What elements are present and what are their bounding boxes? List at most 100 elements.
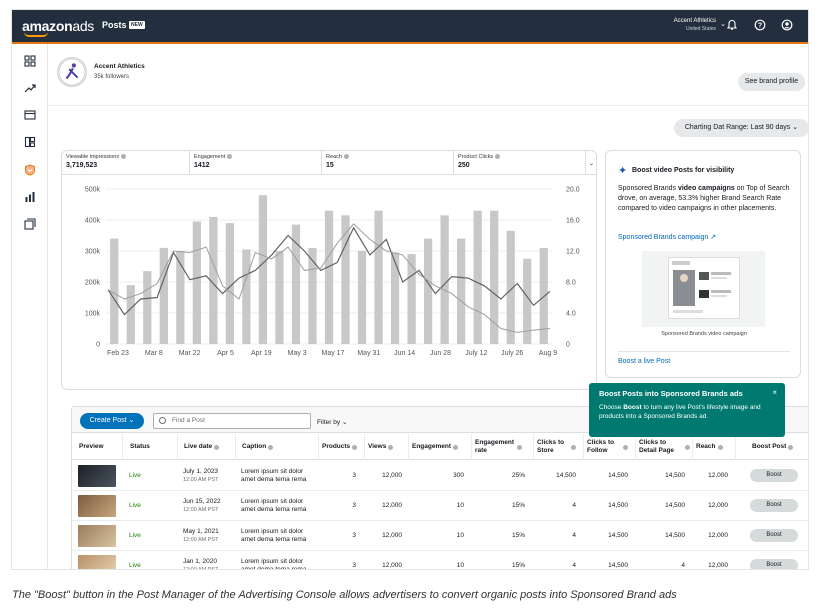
info-icon: [571, 444, 576, 450]
campaign-icon[interactable]: [24, 109, 36, 121]
header-status[interactable]: Status: [122, 434, 177, 460]
close-icon[interactable]: ×: [772, 388, 777, 397]
info-icon: [453, 444, 459, 450]
cell-live-date: July 1, 2023 12:00 AM PST: [177, 461, 235, 491]
cell-products: 3: [352, 562, 356, 569]
y-tick-left: 500k: [85, 187, 101, 194]
create-post-button[interactable]: Create Post ⌄: [80, 413, 144, 429]
header-engagement-rate[interactable]: Engagement rate: [471, 434, 533, 460]
bar-chart-icon[interactable]: [24, 191, 36, 203]
bar: [473, 210, 482, 344]
popover-body-prefix: Choose: [599, 404, 624, 411]
metrics-expand[interactable]: ⌄: [586, 151, 596, 175]
series-line: [107, 223, 551, 333]
cell-status: Live: [129, 472, 141, 479]
header-clicks-detail[interactable]: Clicks to Detail Page: [635, 434, 692, 460]
cell-caption: Lorem ipsum sit dolor amet dema tema rema: [235, 551, 318, 569]
cell-status: Live: [129, 562, 141, 569]
bar: [159, 247, 168, 344]
caption-line: amet dema tema rema: [241, 476, 307, 483]
metric-impressions[interactable]: Viewable impressions 3,719,523: [62, 151, 190, 175]
bar: [143, 271, 152, 344]
header-label: Engagement: [412, 443, 452, 450]
cell-follow: 14,500: [608, 532, 628, 539]
x-tick-label: May 31: [357, 350, 380, 357]
cell-reach: 12,000: [708, 562, 728, 569]
card-divider: [618, 351, 790, 352]
header-boost-post[interactable]: Boost Post: [735, 434, 808, 460]
caption-line: amet dema tema rema: [241, 536, 307, 543]
brand-followers: 35k followers: [94, 74, 130, 80]
bar: [258, 195, 268, 344]
bar: [490, 210, 499, 344]
shield-icon[interactable]: [24, 164, 36, 176]
boost-button[interactable]: Boost: [750, 499, 798, 512]
y-tick-left: 300k: [85, 249, 101, 256]
header-clicks-store[interactable]: Clicks to Store: [533, 434, 583, 460]
header-clicks-follow[interactable]: Clicks to Follow: [583, 434, 635, 460]
header-engagement[interactable]: Engagement: [408, 434, 471, 460]
sponsored-brands-campaign-link[interactable]: Sponsored Brands campaign ↗: [618, 233, 716, 241]
live-date-stack: July 1, 2023 12:00 AM PST: [183, 468, 218, 484]
dashboard-icon[interactable]: [24, 55, 36, 67]
boost-card-title: Boost video Posts for visibility: [632, 167, 735, 174]
account-switcher[interactable]: Accent Athletics United States: [674, 17, 716, 33]
boost-live-post-link[interactable]: Boost a live Post: [618, 358, 671, 365]
chevron-down-icon[interactable]: ⌄: [720, 21, 726, 28]
cell-views: 12,000: [382, 472, 402, 479]
x-tick-label: Aug 9: [539, 350, 557, 357]
cell-caption: Lorem ipsum sit dolor amet dema tema rema: [235, 521, 318, 551]
info-icon: [343, 154, 349, 160]
trending-icon[interactable]: [24, 82, 36, 94]
y-tick-right: 4.0: [566, 311, 576, 318]
boost-button[interactable]: Boost: [750, 469, 798, 482]
posts-icon[interactable]: [24, 218, 36, 230]
cell-products: 3: [352, 472, 356, 479]
live-date: Jan 1, 2020: [183, 558, 217, 565]
date-range-dropdown[interactable]: Charting Dat Range: Last 90 days ⌄: [674, 119, 808, 137]
filter-by-dropdown[interactable]: Filter by ⌄: [317, 418, 347, 426]
figure-caption: The "Boost" button in the Post Manager o…: [12, 589, 677, 601]
user-icon[interactable]: [781, 19, 793, 31]
post-thumbnail[interactable]: [78, 555, 116, 569]
post-thumbnail[interactable]: [78, 495, 116, 517]
live-date-stack: May 1, 2021 12:00 AM PST: [183, 528, 219, 544]
boost-button[interactable]: Boost: [750, 559, 798, 569]
cell-reach: 12,000: [708, 532, 728, 539]
cell-store: 4: [572, 502, 576, 509]
post-thumbnail[interactable]: [78, 525, 116, 547]
table-row: Live Jan 1, 2020 12:00 AM PST Lorem ipsum s…: [72, 551, 808, 569]
header-reach[interactable]: Reach: [692, 434, 735, 460]
header-caption[interactable]: Caption: [235, 434, 318, 460]
amazon-ads-logo[interactable]: amazonads: [22, 18, 94, 34]
bar: [275, 251, 284, 344]
library-icon[interactable]: [24, 136, 36, 148]
metric-engagement[interactable]: Engagement 1412: [190, 151, 322, 175]
account-region: United States: [685, 26, 716, 32]
brand-avatar[interactable]: [57, 57, 87, 87]
bar: [506, 230, 515, 344]
post-thumbnail[interactable]: [78, 465, 116, 487]
metric-product-clicks[interactable]: Product Clicks 250: [454, 151, 586, 175]
find-post-input[interactable]: Find a Post: [153, 413, 311, 429]
metric-reach[interactable]: Reach 15: [322, 151, 454, 175]
metric-label: Product Clicks: [458, 154, 494, 160]
bar: [423, 238, 433, 344]
header-label: Caption: [242, 443, 267, 450]
see-brand-profile-button[interactable]: See brand profile: [738, 73, 805, 91]
bell-icon[interactable]: [726, 19, 738, 31]
cell-views: 12,000: [382, 532, 402, 539]
header-views[interactable]: Views: [364, 434, 408, 460]
help-icon[interactable]: ?: [754, 19, 766, 31]
boost-button[interactable]: Boost: [750, 529, 798, 542]
y-tick-right: 8.0: [566, 280, 576, 287]
info-icon: [623, 444, 628, 450]
y-tick-right: 12.0: [566, 249, 580, 256]
search-icon: [159, 417, 166, 424]
cell-engagement: 10: [456, 562, 464, 569]
metric-value: 1412: [194, 162, 210, 169]
new-badge: NEW: [129, 21, 145, 29]
header-products[interactable]: Products: [318, 434, 364, 460]
header-live-date[interactable]: Live date: [177, 434, 235, 460]
bar: [209, 216, 218, 344]
